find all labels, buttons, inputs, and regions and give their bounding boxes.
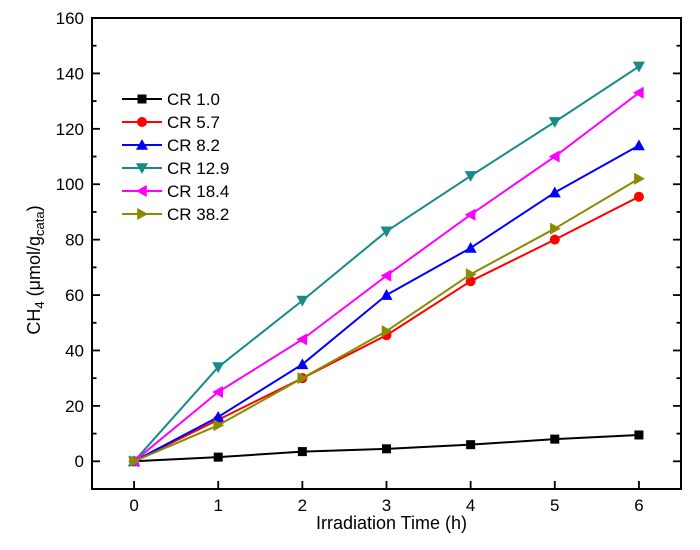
legend-label: CR 8.2 — [167, 136, 220, 155]
data-point-marker — [632, 86, 644, 99]
data-point-marker — [632, 61, 645, 73]
data-point-marker — [213, 419, 225, 432]
x-axis-ticks — [133, 481, 640, 489]
legend-entry-cr-5-7: CR 5.7 — [122, 113, 220, 132]
legend-entry-cr-12-9: CR 12.9 — [122, 159, 229, 178]
y-tick-label: 0 — [75, 452, 84, 471]
y-tick-label: 20 — [65, 397, 84, 416]
data-point-marker — [136, 185, 147, 197]
x-axis-title: Irradiation Time (h) — [316, 513, 467, 533]
data-point-marker — [464, 241, 477, 253]
data-point-marker — [380, 269, 392, 282]
y-tick-label: 140 — [56, 64, 84, 83]
x-tick-label: 2 — [298, 496, 307, 515]
data-point-marker — [548, 117, 561, 128]
x-tick-label: 3 — [382, 496, 391, 515]
data-point-marker — [549, 234, 560, 245]
y-axis-title: CH4 (μmol/gcata) — [24, 205, 47, 334]
legend-label: CR 12.9 — [167, 159, 229, 178]
data-point-marker — [634, 172, 645, 185]
data-point-marker — [633, 191, 644, 202]
legend-entry-cr-18-4: CR 18.4 — [122, 182, 229, 201]
y-axis-ticks — [92, 17, 681, 463]
y-tick-label: 160 — [56, 9, 84, 28]
data-point-marker — [549, 222, 561, 235]
legend-entry-cr-38-2: CR 38.2 — [122, 205, 229, 224]
y-tick-label: 80 — [65, 231, 84, 250]
data-point-marker — [381, 325, 393, 338]
data-point-marker — [212, 410, 225, 422]
legend-label: CR 38.2 — [167, 205, 229, 224]
data-point-marker — [297, 372, 309, 385]
data-point-marker — [380, 226, 393, 238]
data-point-marker — [137, 208, 148, 220]
data-point-marker — [296, 295, 309, 307]
data-point-marker — [465, 268, 477, 281]
data-point-marker — [464, 171, 477, 182]
data-point-marker — [464, 208, 476, 221]
legend-label: CR 1.0 — [167, 90, 220, 109]
data-point-marker — [466, 440, 476, 450]
data-point-marker — [548, 150, 560, 163]
data-point-marker — [212, 386, 224, 399]
data-point-marker — [137, 117, 147, 127]
legend: CR 1.0 CR 5.7 CR 8.2 CR 12.9 CR 18.4 CR 38.2 — [122, 90, 229, 224]
data-point-marker — [632, 139, 645, 151]
y-tick-label: 120 — [56, 120, 84, 139]
legend-label: CR 18.4 — [167, 182, 229, 201]
x-tick-label: 6 — [634, 496, 643, 515]
data-point-marker — [296, 333, 308, 346]
series-cr-38-2 — [129, 172, 645, 468]
data-point-marker — [212, 362, 225, 374]
x-tick-label: 4 — [466, 496, 475, 515]
legend-entry-cr-1-0: CR 1.0 — [122, 90, 220, 109]
data-point-marker — [296, 358, 309, 370]
data-point-marker — [136, 163, 148, 174]
legend-entry-cr-8-2: CR 8.2 — [122, 136, 220, 155]
data-point-marker — [297, 447, 307, 457]
data-point-marker — [634, 430, 644, 440]
x-tick-label: 1 — [213, 496, 222, 515]
series-cr-12-9 — [128, 61, 645, 468]
data-point-marker — [550, 434, 560, 444]
data-point-marker — [380, 289, 393, 300]
y-tick-label: 40 — [65, 341, 84, 360]
y-tick-label: 60 — [65, 286, 84, 305]
data-point-marker — [548, 186, 561, 198]
series-cr-18-4 — [128, 86, 644, 468]
legend-label: CR 5.7 — [167, 113, 220, 132]
data-point-marker — [129, 455, 141, 468]
data-point-marker — [213, 452, 223, 462]
data-point-marker — [137, 94, 147, 104]
data-point-marker — [136, 139, 148, 150]
data-point-marker — [382, 444, 391, 454]
x-tick-label: 5 — [550, 496, 559, 515]
y-tick-label: 100 — [56, 175, 84, 194]
x-tick-label: 0 — [129, 496, 138, 515]
